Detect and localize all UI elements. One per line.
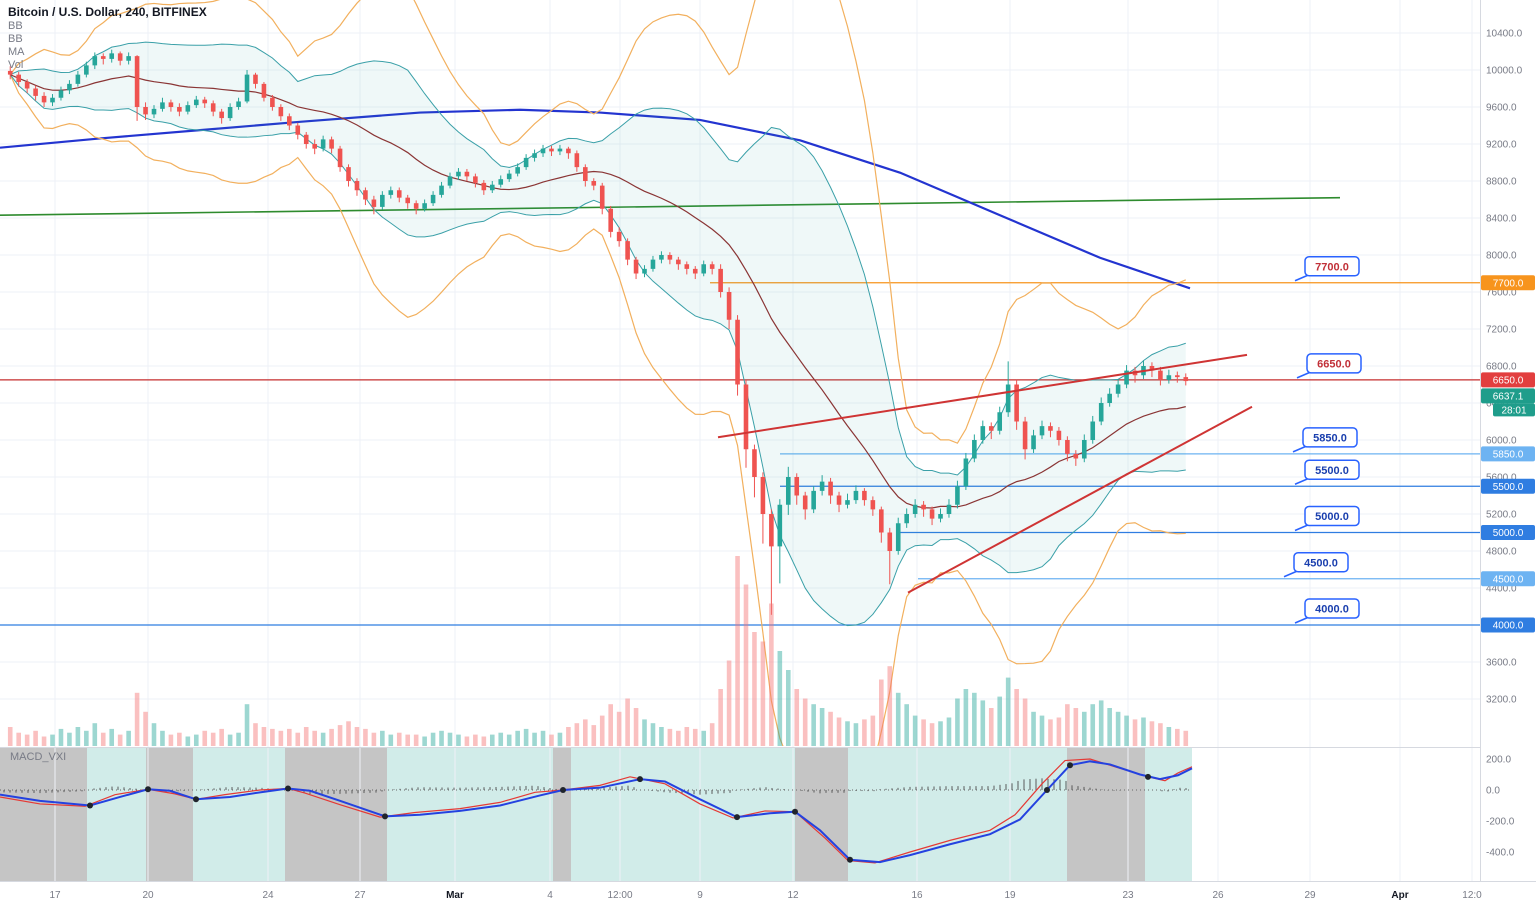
macd-pane: [0, 758, 1193, 864]
svg-text:20: 20: [142, 890, 154, 901]
svg-text:4000.0: 4000.0: [1315, 604, 1349, 616]
svg-text:3600.0: 3600.0: [1486, 658, 1517, 669]
time-axis[interactable]: [0, 881, 1536, 907]
macd-indicator-label[interactable]: MACD_VXI: [10, 751, 67, 763]
svg-text:12:0: 12:0: [1462, 890, 1482, 901]
volume-series: [7, 556, 1189, 746]
svg-text:7700.0: 7700.0: [1315, 261, 1349, 273]
svg-text:19: 19: [1004, 890, 1016, 901]
green-trendline[interactable]: [0, 196, 1341, 217]
svg-text:4500.0: 4500.0: [1493, 574, 1524, 585]
bollinger-bands: [9, 0, 1187, 746]
svg-text:5500.0: 5500.0: [1315, 465, 1349, 477]
svg-text:6000.0: 6000.0: [1486, 436, 1517, 447]
svg-text:9200.0: 9200.0: [1486, 140, 1517, 151]
svg-text:10000.0: 10000.0: [1486, 66, 1523, 77]
svg-text:6650.0: 6650.0: [1317, 358, 1351, 370]
svg-text:Apr: Apr: [1391, 890, 1408, 901]
svg-text:7700.0: 7700.0: [1493, 278, 1524, 289]
svg-text:28:01: 28:01: [1501, 405, 1526, 416]
indicator-label-bb-2[interactable]: BB: [8, 33, 23, 45]
time-axis-labels: 17 20 24 27 Mar 4 12:00 9 12 16 19 23 26 29 Apr 12:0: [49, 890, 1482, 901]
indicator-label-ma[interactable]: MA: [8, 46, 25, 58]
symbol-title[interactable]: Bitcoin / U.S. Dollar, 240, BITFINEX: [8, 5, 207, 19]
svg-text:6650.0: 6650.0: [1493, 375, 1524, 386]
svg-text:12: 12: [787, 890, 799, 901]
price-callouts[interactable]: 7700.0 6650.0 5850.0 5500.0 5000.0 4500.0 4000…: [1283, 256, 1362, 624]
indicator-label-vol[interactable]: Vol: [8, 59, 24, 71]
svg-text:9600.0: 9600.0: [1486, 103, 1517, 114]
svg-text:8000.0: 8000.0: [1486, 251, 1517, 262]
svg-text:6637.1: 6637.1: [1493, 391, 1524, 402]
svg-text:4000.0: 4000.0: [1493, 621, 1524, 632]
grid-lines: [0, 0, 1480, 881]
svg-text:17: 17: [49, 890, 61, 901]
svg-text:5600.0: 5600.0: [1486, 473, 1517, 484]
svg-text:8400.0: 8400.0: [1486, 214, 1517, 225]
svg-text:29: 29: [1304, 890, 1316, 901]
svg-text:4500.0: 4500.0: [1304, 557, 1338, 569]
svg-text:27: 27: [354, 890, 366, 901]
svg-text:16: 16: [911, 890, 923, 901]
svg-text:200.0: 200.0: [1486, 755, 1511, 766]
price-axis[interactable]: [1480, 0, 1536, 881]
svg-text:4: 4: [547, 890, 553, 901]
svg-text:5500.0: 5500.0: [1493, 482, 1524, 493]
svg-text:5850.0: 5850.0: [1493, 449, 1524, 460]
chart-legend: Bitcoin / U.S. Dollar, 240, BITFINEX BB …: [8, 5, 207, 71]
svg-text:6800.0: 6800.0: [1486, 362, 1517, 373]
svg-text:12:00: 12:00: [607, 890, 632, 901]
svg-text:3200.0: 3200.0: [1486, 695, 1517, 706]
svg-text:9: 9: [697, 890, 703, 901]
price-level-lines[interactable]: [0, 282, 1480, 626]
macd-background-bands: [0, 748, 1192, 881]
svg-text:-400.0: -400.0: [1486, 848, 1515, 859]
svg-text:0.0: 0.0: [1486, 786, 1500, 797]
svg-text:23: 23: [1122, 890, 1134, 901]
pane-separators: [0, 747, 1536, 882]
svg-text:4400.0: 4400.0: [1486, 584, 1517, 595]
svg-text:10400.0: 10400.0: [1486, 29, 1523, 40]
svg-text:4800.0: 4800.0: [1486, 547, 1517, 558]
price-axis-chips: 7700.0 6650.0 5850.0 5500.0 5000.0 4500.0 4000…: [1481, 275, 1535, 633]
svg-text:Mar: Mar: [446, 890, 464, 901]
svg-text:7200.0: 7200.0: [1486, 325, 1517, 336]
svg-text:26: 26: [1212, 890, 1224, 901]
candlestick-series: [7, 49, 1189, 615]
svg-text:5200.0: 5200.0: [1486, 510, 1517, 521]
svg-text:5850.0: 5850.0: [1313, 432, 1347, 444]
indicator-label-bb-1[interactable]: BB: [8, 20, 23, 32]
svg-text:7600.0: 7600.0: [1486, 288, 1517, 299]
svg-text:8800.0: 8800.0: [1486, 177, 1517, 188]
svg-text:24: 24: [262, 890, 274, 901]
red-trendlines[interactable]: [717, 353, 1253, 594]
svg-text:-200.0: -200.0: [1486, 817, 1515, 828]
svg-text:5000.0: 5000.0: [1493, 528, 1524, 539]
svg-text:5000.0: 5000.0: [1315, 511, 1349, 523]
